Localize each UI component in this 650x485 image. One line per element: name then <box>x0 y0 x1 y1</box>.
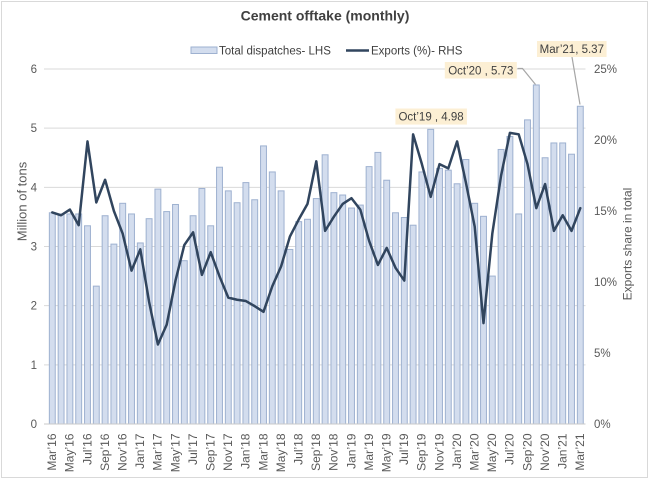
svg-text:Oct’19 , 4.98: Oct’19 , 4.98 <box>398 112 463 124</box>
svg-text:Mar’20: Mar’20 <box>468 433 482 470</box>
svg-text:Exports (%)- RHS: Exports (%)- RHS <box>371 46 463 58</box>
svg-text:10%: 10% <box>594 277 617 289</box>
svg-text:May’18: May’18 <box>274 433 288 472</box>
svg-text:Nov’16: Nov’16 <box>116 433 130 471</box>
svg-text:Total dispatches- LHS: Total dispatches- LHS <box>219 46 331 58</box>
svg-text:5: 5 <box>31 123 37 135</box>
svg-text:Jan’18: Jan’18 <box>239 433 253 469</box>
svg-text:Jul’18: Jul’18 <box>292 433 306 465</box>
svg-text:25%: 25% <box>594 64 617 76</box>
svg-text:20%: 20% <box>594 135 617 147</box>
svg-text:6: 6 <box>31 64 37 76</box>
svg-text:Cement offtake (monthly): Cement offtake (monthly) <box>241 8 410 24</box>
svg-text:Jan’21: Jan’21 <box>556 433 570 469</box>
svg-text:Jul’19: Jul’19 <box>397 433 411 465</box>
svg-text:Jul’17: Jul’17 <box>186 433 200 465</box>
svg-text:Million of tons: Million of tons <box>15 161 30 241</box>
svg-text:4: 4 <box>31 182 38 194</box>
svg-text:Sep’16: Sep’16 <box>98 433 112 471</box>
svg-text:1: 1 <box>31 360 37 372</box>
svg-text:Nov’19: Nov’19 <box>432 433 446 471</box>
svg-text:2: 2 <box>31 301 37 313</box>
svg-text:Jul’16: Jul’16 <box>80 433 94 465</box>
svg-text:Mar’16: Mar’16 <box>45 433 59 470</box>
svg-text:Nov’18: Nov’18 <box>327 433 341 471</box>
svg-text:Jan’20: Jan’20 <box>450 433 464 469</box>
svg-text:5%: 5% <box>594 348 611 360</box>
svg-text:May’19: May’19 <box>380 433 394 472</box>
svg-text:Sep’18: Sep’18 <box>309 433 323 471</box>
svg-text:Mar’21, 5.37: Mar’21, 5.37 <box>540 44 604 56</box>
svg-text:Mar’19: Mar’19 <box>362 433 376 470</box>
svg-text:Sep’19: Sep’19 <box>415 433 429 471</box>
svg-text:Jan’19: Jan’19 <box>344 433 358 469</box>
svg-text:Nov’20: Nov’20 <box>538 433 552 471</box>
svg-text:May’16: May’16 <box>63 433 77 472</box>
svg-text:Sep’20: Sep’20 <box>520 433 534 471</box>
svg-text:0: 0 <box>31 419 37 431</box>
svg-text:Mar’17: Mar’17 <box>151 433 165 470</box>
svg-text:Sep’17: Sep’17 <box>204 433 218 471</box>
svg-text:Exports share in total: Exports share in total <box>621 188 635 301</box>
svg-text:0%: 0% <box>594 419 611 431</box>
svg-text:May’20: May’20 <box>485 433 499 472</box>
svg-text:May’17: May’17 <box>168 433 182 472</box>
svg-text:Jul’20: Jul’20 <box>503 433 517 465</box>
svg-text:Mar’18: Mar’18 <box>256 433 270 470</box>
svg-text:Mar’21: Mar’21 <box>573 433 587 470</box>
svg-text:3: 3 <box>31 242 37 254</box>
svg-text:Jan’17: Jan’17 <box>133 433 147 469</box>
svg-text:15%: 15% <box>594 206 617 218</box>
svg-text:Nov’17: Nov’17 <box>221 433 235 471</box>
svg-text:Oct’20 , 5.73: Oct’20 , 5.73 <box>448 66 513 78</box>
